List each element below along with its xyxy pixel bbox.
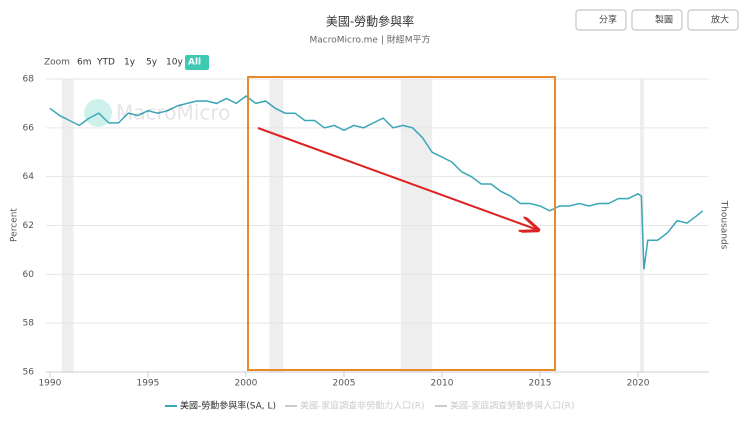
y-tick-label: 66 [23, 123, 35, 133]
legend-label[interactable]: 美國-家庭調查勞動參與人口(R) [450, 400, 575, 412]
legend-label[interactable]: 美國-勞動參與率(SA, L) [180, 400, 276, 412]
x-tick-label: 2005 [333, 379, 356, 389]
zoom-option[interactable]: 6m [77, 58, 92, 68]
x-tick-label: 2015 [529, 379, 552, 389]
zoom-label: Zoom [44, 58, 70, 68]
watermark-logo [84, 99, 112, 127]
zoom-option[interactable]: 10y [166, 58, 183, 68]
toolbar-button[interactable]: 放大 [687, 9, 739, 31]
series-line [49, 95, 704, 270]
y-tick-label: 60 [23, 270, 35, 280]
chart-subtitle: MacroMicro.me | 財經M平方 [310, 34, 431, 46]
y2-axis-label: Thousands [719, 200, 729, 250]
toolbar-button[interactable]: 分享 [575, 9, 627, 31]
button-frame [631, 9, 683, 31]
x-tick-label: 1995 [136, 379, 159, 389]
x-tick-label: 2020 [627, 379, 650, 389]
y-tick-label: 64 [23, 172, 35, 182]
x-tick-label: 1990 [38, 379, 61, 389]
zoom-option[interactable]: YTD [96, 58, 115, 68]
x-tick-label: 2000 [235, 379, 258, 389]
y-axis-label: Percent [10, 208, 20, 242]
y-tick-label: 68 [23, 75, 35, 85]
button-label: 製圖 [655, 14, 673, 26]
trend-arrow [257, 127, 538, 230]
button-label: 分享 [599, 14, 617, 26]
y-tick-label: 56 [23, 368, 35, 378]
highlight-box [247, 76, 556, 371]
zoom-active-bg [185, 55, 209, 70]
chart-title: 美國-勞動參與率 [326, 14, 414, 29]
button-label: 放大 [711, 14, 729, 26]
y-tick-label: 58 [23, 319, 35, 329]
plot-area [46, 78, 709, 377]
button-frame [575, 9, 627, 31]
legend-label[interactable]: 美國-家庭調查非勞動力人口(R) [300, 400, 425, 412]
zoom-option[interactable]: 5y [146, 58, 158, 68]
zoom-option[interactable]: 1y [124, 58, 136, 68]
watermark: MacroMicro [116, 101, 230, 125]
button-frame [687, 9, 739, 31]
x-tick-label: 2010 [431, 379, 454, 389]
toolbar-button[interactable]: 製圖 [631, 9, 683, 31]
y-tick-label: 62 [23, 221, 34, 231]
zoom-option[interactable]: All [188, 58, 201, 68]
